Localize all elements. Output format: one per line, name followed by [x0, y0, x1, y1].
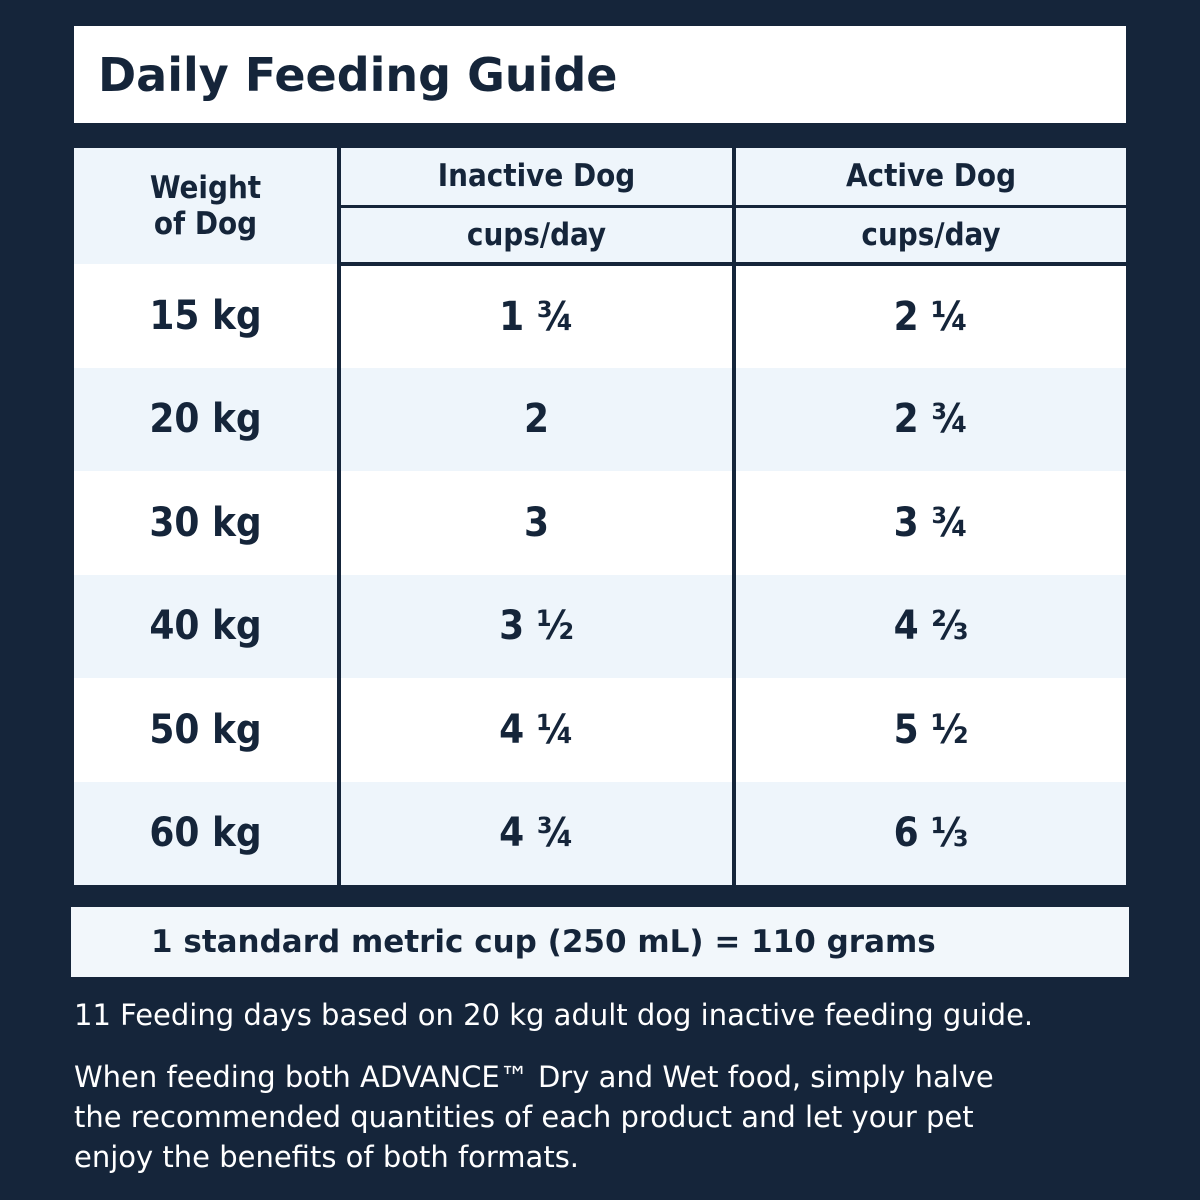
weight-cell: 20 kg — [74, 367, 341, 471]
weight-cell: 60 kg — [74, 781, 341, 885]
inactive-cell: 4 ¼ — [339, 678, 736, 782]
inactive-cell: 1 ¾ — [339, 264, 736, 368]
feeding-table: Weight of Dog Inactive Dog Active Dog cu… — [74, 148, 1126, 885]
feeding-days-note: 11 Feeding days based on 20 kg adult dog… — [74, 998, 1034, 1032]
dry-wet-note-line1: When feeding both ADVANCE™ Dry and Wet f… — [74, 1060, 994, 1094]
active-cell: 5 ½ — [734, 678, 1126, 782]
active-cell: 2 ¾ — [734, 367, 1126, 471]
weight-cell: 40 kg — [74, 574, 341, 678]
page-title: Daily Feeding Guide — [98, 47, 618, 102]
active-cell: 6 ⅓ — [734, 781, 1126, 885]
table-row: 20 kg 2 2 ¾ — [74, 367, 1126, 471]
active-cell: 2 ¼ — [734, 264, 1126, 368]
weight-cell: 15 kg — [74, 264, 341, 368]
weight-header-line1: Weight — [149, 170, 262, 206]
inactive-cell: 4 ¾ — [339, 781, 736, 885]
table-row: 15 kg 1 ¾ 2 ¼ — [74, 264, 1126, 368]
active-cell: 4 ⅔ — [734, 574, 1126, 678]
inactive-column-header: Inactive Dog — [339, 148, 736, 208]
dry-wet-note-line2: the recommended quantities of each produ… — [74, 1100, 974, 1134]
inactive-cell: 2 — [339, 367, 736, 471]
weight-cell: 50 kg — [74, 678, 341, 782]
inactive-unit-header: cups/day — [339, 206, 736, 266]
active-cell: 3 ¾ — [734, 471, 1126, 575]
dry-wet-note: When feeding both ADVANCE™ Dry and Wet f… — [74, 1057, 1134, 1177]
active-column-header: Active Dog — [734, 148, 1126, 208]
weight-header-line2: of Dog — [153, 206, 258, 242]
table-row: 30 kg 3 3 ¾ — [74, 471, 1126, 575]
cup-conversion-text: 1 standard metric cup (250 mL) = 110 gra… — [151, 924, 936, 960]
inactive-cell: 3 ½ — [339, 574, 736, 678]
weight-cell: 30 kg — [74, 471, 341, 575]
dry-wet-note-line3: enjoy the benefits of both formats. — [74, 1140, 580, 1174]
title-box: Daily Feeding Guide — [74, 26, 1126, 123]
active-unit-header: cups/day — [734, 206, 1126, 266]
table-row: 60 kg 4 ¾ 6 ⅓ — [74, 781, 1126, 885]
table-row: 50 kg 4 ¼ 5 ½ — [74, 678, 1126, 782]
cup-conversion-box: 1 standard metric cup (250 mL) = 110 gra… — [71, 907, 1129, 977]
inactive-cell: 3 — [339, 471, 736, 575]
table-row: 40 kg 3 ½ 4 ⅔ — [74, 574, 1126, 678]
weight-column-header: Weight of Dog — [74, 148, 341, 264]
